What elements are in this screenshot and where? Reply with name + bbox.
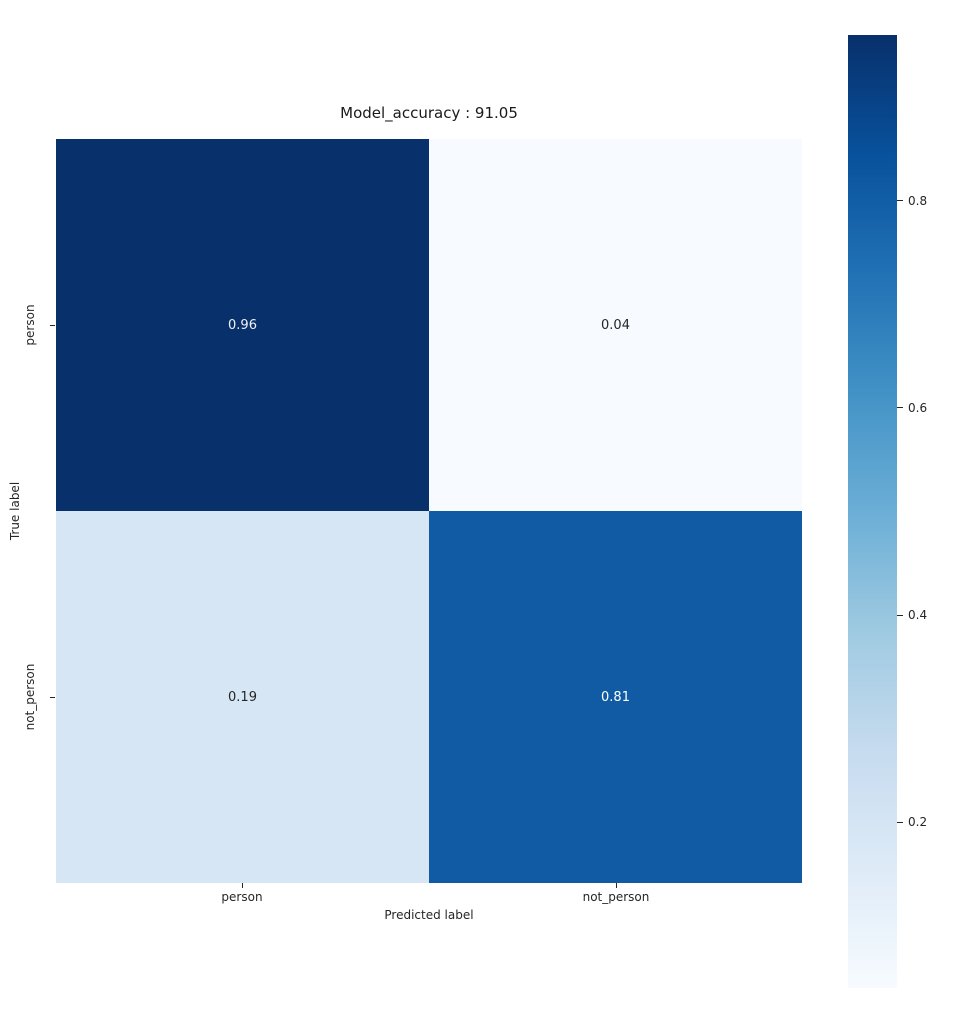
heatmap-cell-person-person: 0.96 (56, 139, 429, 511)
x-axis-label: Predicted label (384, 908, 474, 922)
cell-value: 0.04 (601, 317, 630, 333)
heatmap-cell-person-notperson: 0.04 (429, 139, 802, 511)
colorbar-tick-label: 0.8 (908, 193, 928, 208)
x-tick-label: person (221, 890, 263, 904)
cell-value: 0.81 (601, 689, 630, 705)
y-axis-label: True label (8, 481, 22, 541)
colorbar-tick-mark (897, 200, 903, 202)
colorbar-tick-mark (897, 407, 903, 409)
heatmap-cell-notperson-person: 0.19 (56, 511, 429, 883)
colorbar-ticks: 0.8 0.6 0.4 0.2 (897, 35, 957, 988)
x-tick-label: not_person (582, 890, 650, 904)
colorbar-tick-mark (897, 614, 903, 616)
x-tick-mark (242, 883, 243, 888)
colorbar-tick-label: 0.2 (908, 815, 928, 830)
chart-title: Model_accuracy : 91.05 (340, 104, 518, 122)
colorbar-tick-label: 0.6 (908, 400, 928, 415)
cell-value: 0.19 (228, 689, 257, 705)
y-tick-label: person (23, 304, 37, 346)
colorbar (848, 35, 897, 988)
y-tick-label: not_person (23, 663, 37, 731)
colorbar-tick-mark (897, 821, 903, 823)
heatmap-cell-notperson-notperson: 0.81 (429, 511, 802, 883)
colorbar-tick-label: 0.4 (908, 608, 928, 623)
y-tick-mark (50, 325, 55, 326)
x-tick-mark (616, 883, 617, 888)
cell-value: 0.96 (228, 317, 257, 333)
y-tick-mark (50, 697, 55, 698)
confusion-matrix-heatmap: 0.96 0.04 0.19 0.81 (56, 139, 802, 883)
